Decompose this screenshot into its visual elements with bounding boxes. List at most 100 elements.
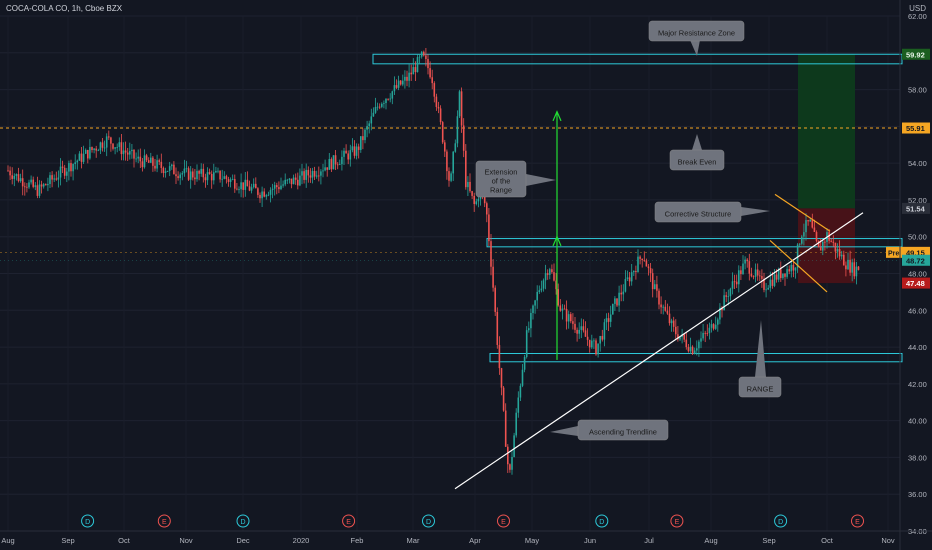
candle-body [626, 277, 629, 279]
candle-body [202, 168, 205, 178]
time-axis-label: Dec [236, 536, 250, 545]
candles [7, 48, 860, 475]
candle-body [446, 151, 448, 172]
candle-body [263, 191, 265, 197]
candle-body [769, 279, 772, 288]
candle-body [456, 116, 459, 144]
candle-body [561, 308, 564, 311]
candle-body [771, 279, 774, 286]
event-marker-label: D [599, 519, 604, 526]
candle-body [116, 146, 118, 148]
candle-body [763, 278, 765, 290]
candle-body [292, 177, 295, 185]
candle-body [685, 339, 688, 348]
candle-body [584, 330, 587, 337]
candle-body [315, 175, 318, 177]
candle-body [672, 320, 675, 327]
candle-body [612, 303, 614, 315]
candle-body [725, 295, 727, 297]
break-even-callout-text: Break Even [678, 158, 717, 167]
event-marker-e[interactable]: E [497, 514, 510, 528]
candle-body [729, 288, 732, 297]
candle-body [334, 155, 337, 165]
candle-body [847, 259, 849, 270]
candle-body [59, 166, 62, 178]
extension-callout-box [475, 160, 527, 198]
candle-body [378, 106, 381, 108]
candle-body [399, 80, 402, 85]
candle-body [234, 179, 236, 189]
time-axis-label: Sep [61, 536, 74, 545]
candle-body [710, 324, 713, 328]
candle-body [372, 112, 375, 117]
event-marker-circle [342, 514, 356, 528]
candle-body [702, 332, 704, 339]
candle-body [830, 240, 832, 242]
candle-body [34, 185, 37, 187]
resistance-callout-pointer [690, 40, 700, 56]
event-marker-e[interactable]: E [851, 514, 864, 528]
event-marker-e[interactable]: E [342, 514, 356, 528]
candle-body [798, 243, 801, 245]
candle-body [750, 273, 753, 277]
candle-body [700, 338, 702, 342]
candle-body [404, 76, 406, 81]
entry-price-tag-bg [902, 202, 930, 214]
time-axis-label: Aug [1, 536, 14, 545]
candle-body [385, 98, 387, 104]
event-marker-e[interactable]: E [157, 514, 171, 528]
candle-body [540, 288, 543, 291]
candle-body [630, 272, 633, 282]
candle-body [21, 178, 24, 187]
event-marker-d[interactable]: D [422, 514, 435, 528]
ascending-trendline [454, 212, 864, 490]
candle-body [616, 298, 618, 306]
extension-callout-pointer [526, 174, 556, 186]
candle-body [721, 307, 723, 311]
event-marker-circle [774, 514, 788, 528]
candle-body [362, 136, 364, 141]
range-bottom-zone [489, 353, 903, 363]
candle-body [475, 201, 478, 205]
candle-body [326, 167, 328, 170]
candle-body [152, 157, 154, 166]
candle-body [740, 270, 742, 275]
corrective-callout-pointer [741, 207, 770, 216]
break-even-price-tag-bg [902, 122, 930, 134]
candle-body [324, 167, 326, 171]
candle-body [628, 277, 631, 282]
candle-body [576, 329, 578, 334]
candle-body [498, 344, 501, 369]
candle-body [30, 179, 32, 183]
candle-body [257, 188, 259, 195]
candle-body [89, 147, 91, 159]
candle-body [532, 305, 534, 314]
event-marker-e[interactable]: E [670, 514, 684, 528]
candle-body [437, 106, 440, 109]
candle-body [387, 98, 389, 100]
candle-body [433, 83, 436, 97]
candle-body [614, 298, 616, 304]
candle-body [658, 290, 660, 305]
candle-body [131, 149, 133, 152]
candle-body [38, 184, 41, 196]
candle-body [515, 412, 517, 436]
event-marker-d[interactable]: D [236, 514, 250, 528]
price-axis-label: 40.00 [908, 417, 927, 426]
event-marker-d[interactable]: D [774, 514, 788, 528]
event-marker-d[interactable]: D [595, 514, 609, 528]
candle-body [563, 308, 566, 310]
candle-body [87, 149, 89, 159]
candle-body [555, 280, 557, 290]
candle-body [370, 116, 373, 124]
candle-body [817, 240, 820, 248]
candle-body [857, 266, 860, 270]
event-marker-d[interactable]: D [81, 514, 95, 528]
candle-body [252, 183, 255, 188]
candle-body [761, 276, 763, 279]
candle-body [19, 178, 22, 182]
candle-body [248, 186, 251, 191]
candle-body [452, 151, 454, 174]
stop-price-tag: 47.48 [902, 277, 930, 289]
